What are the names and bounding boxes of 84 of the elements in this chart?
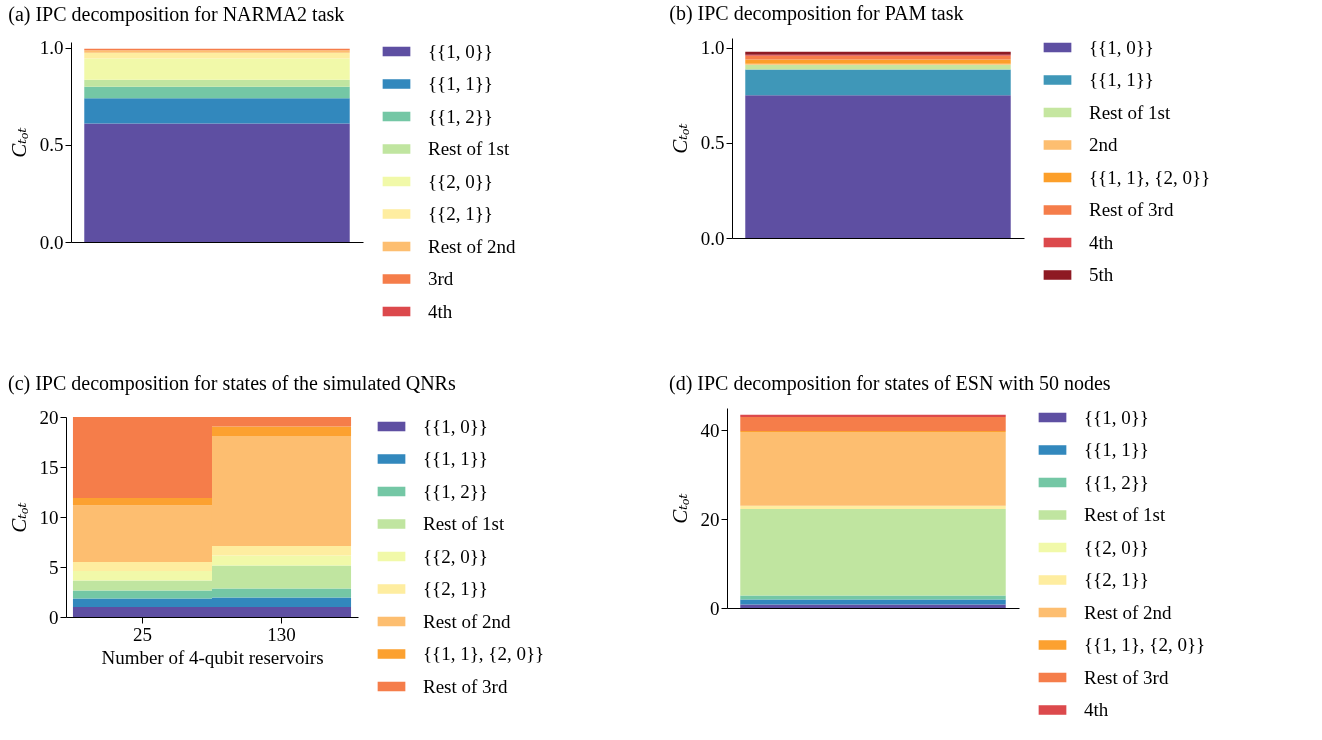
- bar: [84, 86, 350, 99]
- legend-label: {{1, 2}}: [423, 480, 488, 502]
- legend-label: Rest of 1st: [423, 513, 505, 534]
- y-tick-label: 0.5: [700, 132, 725, 154]
- bar: [72, 571, 212, 581]
- bar: [740, 604, 1006, 608]
- bar: [740, 508, 1006, 596]
- y-tick-label: 10: [39, 506, 59, 528]
- legend-label: {{1, 1}, {2, 0}}: [1084, 634, 1206, 655]
- bar: [84, 98, 350, 124]
- bar: [745, 59, 1011, 64]
- bar: [84, 79, 350, 87]
- y-axis-title: Cₜₒₜ: [667, 493, 692, 524]
- y-axis-title: Cₜₒₜ: [6, 502, 31, 533]
- y-tick-label: 15: [39, 456, 59, 478]
- legend-label: {{1, 0}}: [1084, 406, 1149, 428]
- y-tick-label: 0: [49, 606, 59, 628]
- legend-label: Rest of 2nd: [423, 610, 512, 632]
- chart-title: (d) IPC decomposition for states of ESN with 50 nodes: [669, 372, 1111, 395]
- bar: [212, 555, 352, 566]
- legend-label: Rest of 3rd: [1089, 199, 1174, 220]
- y-tick-label: 20: [700, 508, 720, 530]
- bar: [84, 52, 350, 59]
- legend-label: Rest of 2nd: [428, 235, 517, 257]
- legend-label: {{1, 1}}: [1084, 439, 1149, 460]
- bar: [740, 505, 1006, 509]
- legend-label: {{2, 1}}: [423, 578, 488, 599]
- y-tick-label: 0.5: [39, 134, 64, 156]
- legend-label: {{1, 1}, {2, 0}}: [423, 643, 545, 664]
- x-axis-title: Number of 4-qubit reservoirs: [101, 646, 324, 668]
- legend-label: {{1, 1}}: [423, 448, 488, 469]
- legend-label: {{1, 0}}: [428, 40, 493, 62]
- legend-label: Rest of 3rd: [423, 675, 508, 697]
- legend-label: 5th: [1089, 264, 1114, 285]
- bar: [740, 414, 1006, 417]
- bar: [740, 595, 1006, 600]
- legend-label: 4th: [428, 300, 453, 322]
- bar: [745, 69, 1011, 96]
- legend-label: Rest of 1st: [1089, 101, 1171, 123]
- bar: [745, 55, 1011, 60]
- legend-label: 2nd: [1089, 134, 1118, 155]
- legend-label: Rest of 3rd: [1084, 666, 1169, 688]
- bar: [745, 95, 1011, 238]
- x-tick-label: 130: [267, 623, 296, 645]
- legend-label: 3rd: [428, 268, 454, 289]
- bar: [212, 426, 352, 436]
- bar: [72, 562, 212, 571]
- legend-label: {{1, 0}}: [1089, 36, 1154, 58]
- y-tick-label: 40: [700, 419, 720, 441]
- chart-title: (c) IPC decomposition for states of the simulated QNRs: [8, 372, 456, 395]
- legend-label: {{1, 1}}: [1089, 69, 1154, 90]
- x-tick-label: 25: [132, 623, 152, 645]
- bar: [84, 58, 350, 80]
- legend-label: {{1, 0}}: [423, 415, 488, 437]
- chart-title: (b) IPC decomposition for PAM task: [669, 2, 964, 25]
- legend-label: {{2, 0}}: [423, 545, 488, 567]
- bar: [740, 432, 1006, 506]
- y-tick-label: 20: [39, 406, 59, 428]
- y-tick-label: 5: [49, 556, 59, 578]
- bar: [740, 416, 1006, 432]
- y-tick-label: 0.0: [39, 231, 64, 253]
- legend-label: {{2, 0}}: [1084, 536, 1149, 558]
- legend-label: {{1, 1}, {2, 0}}: [1089, 166, 1211, 188]
- legend-label: Rest of 1st: [1084, 504, 1166, 525]
- y-axis-title: Cₜₒₜ: [667, 123, 692, 154]
- y-tick-label: 0: [710, 597, 720, 619]
- y-axis-title: Cₜₒₜ: [6, 127, 31, 158]
- y-tick-label: 1.0: [700, 37, 725, 59]
- legend-label: Rest of 1st: [428, 138, 510, 159]
- bar: [72, 498, 212, 506]
- bar: [84, 123, 350, 242]
- legend-label: {{1, 2}}: [1084, 471, 1149, 493]
- bar: [212, 546, 352, 556]
- chart-title: (a) IPC decomposition for NARMA2 task: [8, 2, 345, 26]
- legend-label: {{2, 1}}: [1084, 569, 1149, 590]
- y-tick-label: 1.0: [39, 37, 64, 59]
- legend-label: {{1, 1}}: [428, 73, 493, 94]
- legend-label: {{2, 0}}: [428, 170, 493, 192]
- legend-label: Rest of 2nd: [1084, 601, 1173, 623]
- legend-label: {{2, 1}}: [428, 203, 493, 224]
- y-tick-label: 0.0: [700, 227, 725, 249]
- legend-label: 4th: [1084, 699, 1109, 720]
- legend-label: 4th: [1089, 231, 1114, 253]
- legend-label: {{1, 2}}: [428, 105, 493, 127]
